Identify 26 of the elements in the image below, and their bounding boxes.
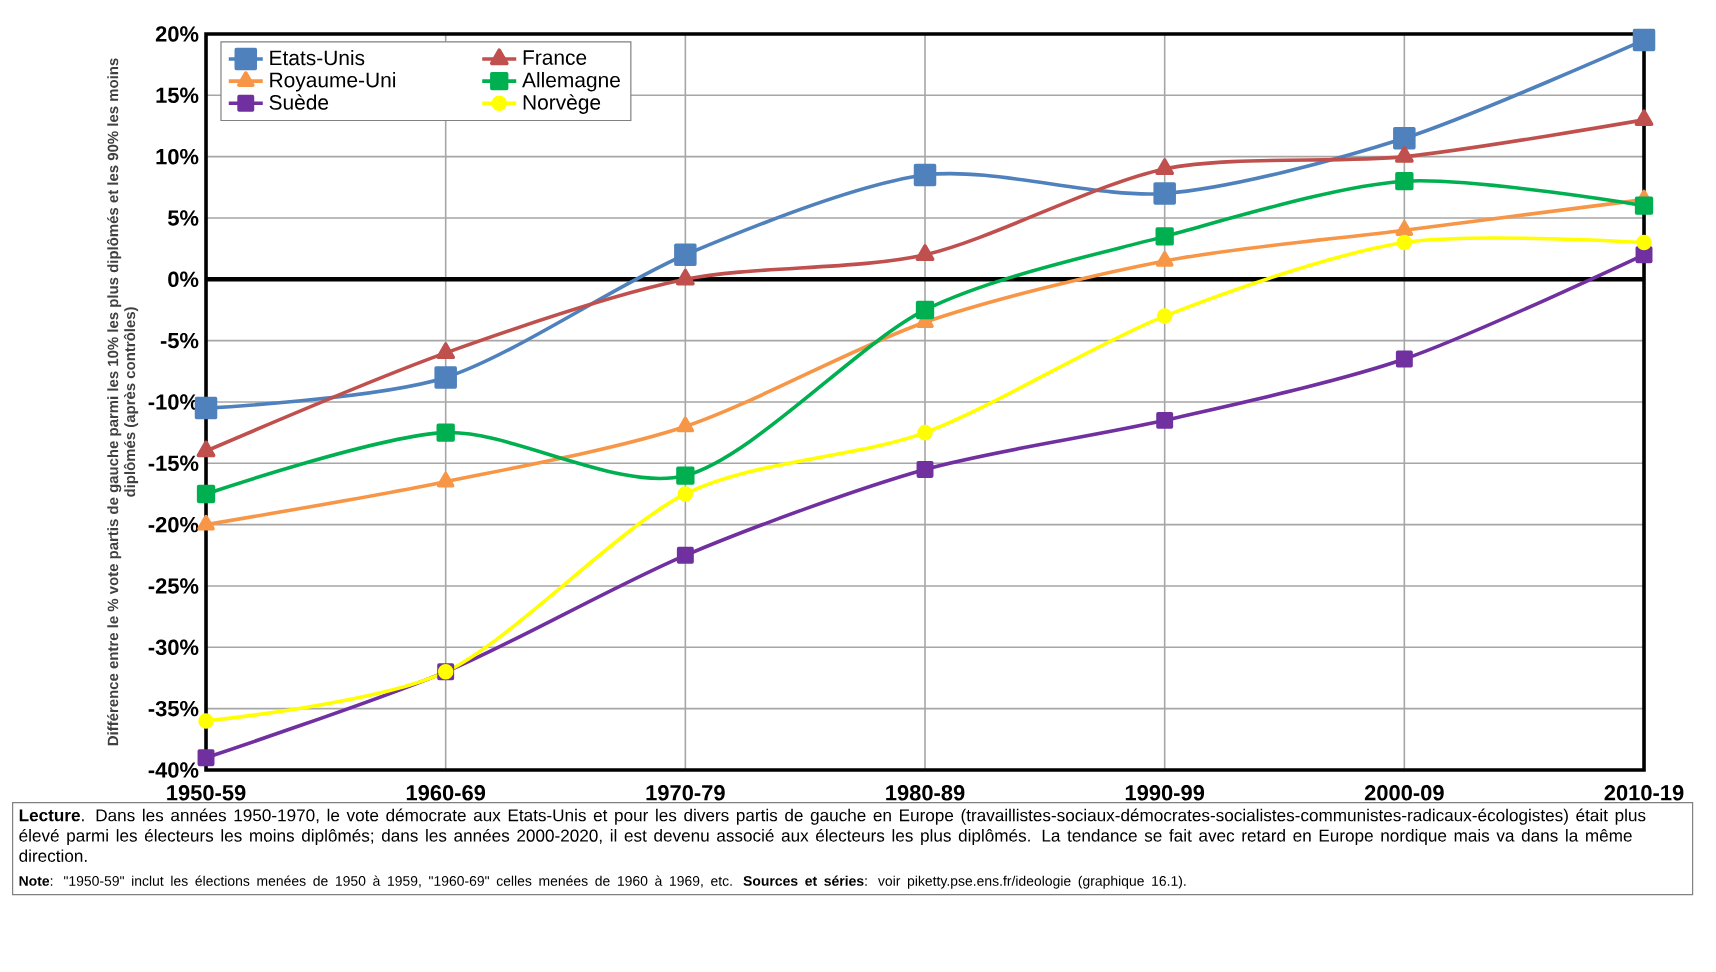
y-tick-label: 20% (155, 26, 199, 42)
y-tick-label: -15% (148, 455, 199, 472)
y-tick-label: 0% (168, 271, 199, 288)
y-tick-label: -35% (148, 700, 199, 717)
legend-label: Royaume-Uni (270, 72, 396, 92)
y-tick-label: 10% (156, 148, 199, 165)
x-tick-label: 2000-09 (1364, 785, 1444, 801)
y-tick-label: -5% (160, 332, 199, 349)
legend-label: Norvège (523, 94, 601, 114)
legend-label: France (523, 50, 587, 65)
y-tick-label: -40% (148, 762, 199, 778)
x-tick-label: 1990-99 (1125, 785, 1205, 801)
legend-label: Suède (269, 94, 329, 110)
y-tick-label: -30% (148, 639, 199, 656)
y-tick-label: 15% (156, 87, 199, 104)
x-tick-label: 2010-19 (1604, 785, 1684, 801)
y-tick-label: -20% (148, 516, 199, 533)
y-tick-label: 5% (167, 210, 199, 226)
legend-label: Etats-Unis (270, 49, 365, 66)
x-tick-label: 1970-79 (646, 785, 725, 801)
x-tick-label: 1960-69 (406, 785, 486, 801)
text: Lecture. Dans les années 1950-1970, le vote démocrate aux Etats-Unis et pour les divers partis de gauche en Europe (travaillistes-sociaux-démocrates-socialistes-communistes-radicaux-écologistes) était plus élevé parmi les électeurs les moins diplômés; dans les années 2000-2020, il est devenu associé aux électeurs les plus diplômés. La tendance se fait avec retard en Europe nordique mais va dans la même direction. (19, 808, 1646, 862)
x-tick-label: 1980-89 (886, 785, 965, 801)
x-tick-label: 1950-59 (167, 785, 246, 801)
y-tick-label: -25% (148, 578, 199, 594)
legend-label: Allemagne (522, 72, 620, 92)
